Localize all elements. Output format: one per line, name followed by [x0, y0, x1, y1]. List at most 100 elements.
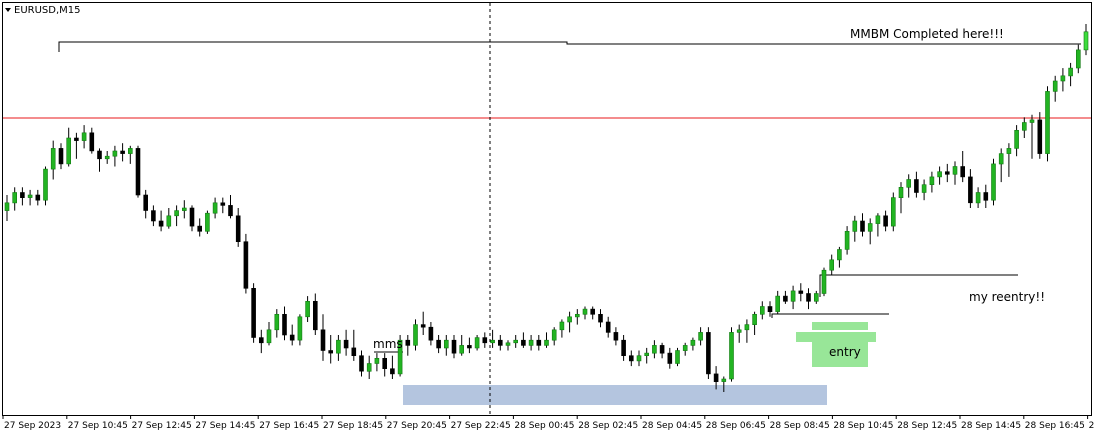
mmbm-completed-line[interactable] — [58, 41, 1081, 52]
bullish-candle-body — [744, 324, 750, 331]
bearish-candle-body — [659, 345, 665, 354]
bullish-candle-body — [212, 202, 218, 214]
candle — [837, 246, 842, 268]
bullish-candle-body — [1006, 148, 1012, 154]
entry-zone-box — [812, 342, 868, 367]
candle — [944, 163, 950, 183]
bullish-candle-body — [50, 148, 56, 170]
candle — [320, 314, 326, 361]
candle — [235, 208, 241, 247]
candle — [351, 329, 357, 361]
bearish-candle-body — [960, 166, 966, 178]
entry-zone-middle — [796, 332, 876, 342]
candle — [228, 195, 233, 219]
bullish-candle-body — [12, 192, 17, 204]
candle — [1068, 62, 1073, 87]
bullish-candle-body — [274, 313, 280, 331]
bearish-candle-body — [783, 295, 788, 302]
plot-frame — [2, 2, 1092, 416]
candle — [1083, 24, 1089, 56]
bullish-candle-body — [1060, 75, 1066, 82]
candle — [451, 335, 457, 359]
entry-zone-top — [812, 322, 868, 330]
bearish-candle-body — [628, 355, 634, 362]
candle — [135, 145, 141, 198]
bullish-candle-body — [844, 231, 850, 250]
candle — [50, 140, 56, 180]
bullish-candle-body — [736, 329, 742, 333]
candle — [582, 306, 588, 320]
candle — [706, 327, 711, 379]
candle — [58, 143, 64, 170]
bullish-candle-body — [4, 202, 10, 211]
candle — [104, 151, 110, 164]
candle — [759, 301, 765, 320]
x-tick-label: 28 Sep 06:45 — [706, 421, 766, 431]
reentry-line[interactable] — [819, 274, 1018, 297]
candle — [328, 335, 334, 364]
candle — [1006, 143, 1012, 177]
bullish-candle-body — [729, 332, 734, 380]
bullish-candle-body — [867, 223, 873, 232]
bearish-candle-body — [482, 337, 488, 344]
bullish-candle-body — [752, 313, 757, 325]
candle — [343, 329, 349, 356]
bullish-candle-body — [821, 269, 827, 294]
bearish-candle-body — [621, 339, 626, 357]
x-tick-label: 28 Sep 02:45 — [578, 421, 638, 431]
candle — [798, 283, 804, 302]
candle — [1060, 68, 1066, 92]
candle — [390, 355, 395, 379]
candle — [467, 337, 472, 354]
bearish-candle-body — [151, 210, 156, 222]
bullish-candle-body — [305, 300, 310, 318]
candle — [613, 327, 619, 346]
bearish-candle-body — [158, 220, 164, 227]
bearish-candle-body — [467, 345, 472, 349]
candle — [43, 166, 48, 206]
bullish-candle-body — [182, 207, 187, 211]
candle — [536, 335, 542, 351]
candle — [729, 327, 734, 382]
bearish-candle-body — [706, 332, 711, 375]
bearish-candle-body — [883, 215, 888, 227]
candle — [143, 189, 148, 219]
candle — [366, 355, 372, 379]
candle — [382, 353, 388, 377]
candle — [420, 311, 426, 335]
x-tick-label: 27 Sep 2023 — [4, 421, 61, 431]
bullish-candle-body — [690, 339, 696, 346]
dropdown-triangle-icon[interactable] — [5, 8, 11, 12]
bearish-candle-body — [590, 308, 596, 315]
candle — [336, 335, 341, 361]
bullish-candle-body — [1083, 31, 1089, 51]
candle — [860, 213, 865, 237]
bearish-candle-body — [613, 332, 619, 341]
entry-level-line[interactable] — [771, 313, 889, 318]
bearish-candle-body — [97, 150, 102, 160]
candle — [898, 182, 904, 214]
candle — [567, 311, 572, 333]
bearish-candle-body — [428, 326, 434, 341]
candle — [4, 195, 10, 221]
symbol-header[interactable]: EURUSD,M15 — [5, 5, 80, 16]
candle — [652, 340, 657, 359]
bullish-candle-body — [551, 329, 557, 341]
bullish-candle-body — [813, 293, 819, 302]
candle — [829, 254, 835, 276]
mmbm-completed-label: MMBM Completed here!!! — [850, 27, 1004, 41]
candle — [474, 335, 480, 351]
bearish-candle-body — [713, 373, 719, 382]
candle — [767, 301, 773, 317]
bearish-candle-body — [343, 339, 349, 349]
candle — [182, 200, 187, 219]
bearish-candle-body — [359, 355, 364, 372]
bearish-candle-body — [351, 347, 357, 356]
bullish-candle-body — [474, 337, 480, 349]
bullish-candle-body — [66, 137, 71, 165]
bearish-candle-body — [667, 352, 673, 364]
bearish-candle-body — [767, 306, 773, 312]
bullish-candle-body — [698, 332, 703, 341]
